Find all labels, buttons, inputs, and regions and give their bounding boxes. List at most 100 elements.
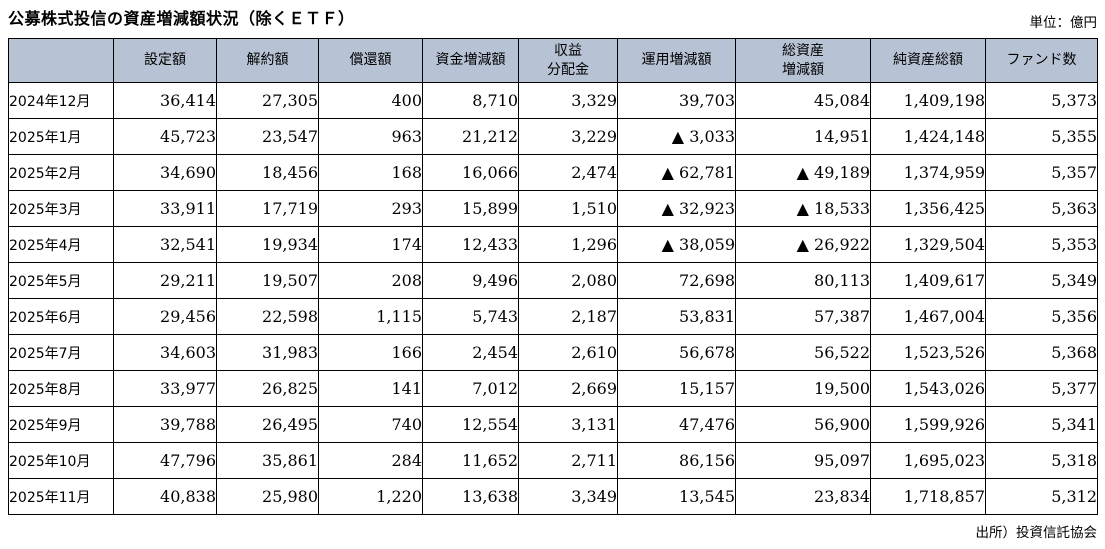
value-cell: 47,796 <box>113 442 217 479</box>
value-cell: 1,220 <box>318 478 423 515</box>
column-header: ファンド数 <box>985 38 1098 83</box>
row-label: 2024年12月 <box>8 82 114 119</box>
value-cell: 2,187 <box>518 298 618 335</box>
value-cell: ▲ 32,923 <box>617 190 736 227</box>
value-cell: 36,414 <box>113 82 217 119</box>
value-cell: 1,409,198 <box>870 82 986 119</box>
value-cell: 19,934 <box>216 226 319 263</box>
value-cell: 1,409,617 <box>870 262 986 299</box>
value-cell: 3,229 <box>518 118 618 155</box>
row-label: 2025年6月 <box>8 298 114 335</box>
value-cell: 11,652 <box>422 442 519 479</box>
column-header: 設定額 <box>113 38 217 83</box>
column-header: 資金増減額 <box>422 38 519 83</box>
value-cell: 963 <box>318 118 423 155</box>
value-cell: 33,977 <box>113 370 217 407</box>
column-header: 償還額 <box>318 38 423 83</box>
table-row: 2025年7月 34,603 31,983 166 2,454 2,610 56,678 56… <box>8 334 1098 371</box>
table-row: 2024年12月 36,414 27,305 400 8,710 3,329 39,703 4… <box>8 82 1098 119</box>
value-cell: 2,474 <box>518 154 618 191</box>
row-label: 2025年2月 <box>8 154 114 191</box>
value-cell: 740 <box>318 406 423 443</box>
value-cell: ▲ 49,189 <box>735 154 871 191</box>
row-label: 2025年11月 <box>8 478 114 515</box>
row-label: 2025年5月 <box>8 262 114 299</box>
value-cell: 1,718,857 <box>870 478 986 515</box>
value-cell: 3,131 <box>518 406 618 443</box>
value-cell: 23,547 <box>216 118 319 155</box>
row-label: 2025年8月 <box>8 370 114 407</box>
column-header: 純資産総額 <box>870 38 986 83</box>
table-row: 2025年3月 33,911 17,719 293 15,899 1,510 ▲ 32,92… <box>8 190 1098 227</box>
row-label: 2025年9月 <box>8 406 114 443</box>
value-cell: 13,545 <box>617 478 736 515</box>
value-cell: 18,456 <box>216 154 319 191</box>
value-cell: ▲ 26,922 <box>735 226 871 263</box>
column-header: 収益 分配金 <box>518 38 618 83</box>
value-cell: 22,598 <box>216 298 319 335</box>
value-cell: 5,357 <box>985 154 1098 191</box>
value-cell: 5,368 <box>985 334 1098 371</box>
value-cell: 5,349 <box>985 262 1098 299</box>
value-cell: 1,523,526 <box>870 334 986 371</box>
value-cell: 31,983 <box>216 334 319 371</box>
value-cell: 34,690 <box>113 154 217 191</box>
value-cell: 168 <box>318 154 423 191</box>
value-cell: 208 <box>318 262 423 299</box>
value-cell: 5,353 <box>985 226 1098 263</box>
value-cell: 57,387 <box>735 298 871 335</box>
value-cell: 15,157 <box>617 370 736 407</box>
value-cell: 8,710 <box>422 82 519 119</box>
value-cell: 17,719 <box>216 190 319 227</box>
row-label: 2025年10月 <box>8 442 114 479</box>
page-title: 公募株式投信の資産増減額状況（除くＥＴＦ） <box>8 9 355 28</box>
table-row: 2025年5月 29,211 19,507 208 9,496 2,080 72,698 80… <box>8 262 1098 299</box>
value-cell: 35,861 <box>216 442 319 479</box>
table-header: 設定額 解約額 償還額 資金増減額 収益 分配金 運用増減額 総資産 増減額 純資産総額 ファン… <box>8 38 1098 83</box>
value-cell: 33,911 <box>113 190 217 227</box>
value-cell: 29,211 <box>113 262 217 299</box>
table-row: 2025年2月 34,690 18,456 168 16,066 2,474 ▲ 62,78… <box>8 154 1098 191</box>
value-cell: 1,329,504 <box>870 226 986 263</box>
value-cell: ▲ 62,781 <box>617 154 736 191</box>
value-cell: 45,723 <box>113 118 217 155</box>
value-cell: 16,066 <box>422 154 519 191</box>
value-cell: 2,669 <box>518 370 618 407</box>
value-cell: 3,329 <box>518 82 618 119</box>
value-cell: 47,476 <box>617 406 736 443</box>
value-cell: 86,156 <box>617 442 736 479</box>
table-row: 2025年8月 33,977 26,825 141 7,012 2,669 15,157 19… <box>8 370 1098 407</box>
value-cell: ▲ 3,033 <box>617 118 736 155</box>
value-cell: 15,899 <box>422 190 519 227</box>
value-cell: 1,695,023 <box>870 442 986 479</box>
value-cell: 2,454 <box>422 334 519 371</box>
value-cell: 1,510 <box>518 190 618 227</box>
value-cell: 19,500 <box>735 370 871 407</box>
value-cell: 72,698 <box>617 262 736 299</box>
table-row: 2025年11月 40,838 25,980 1,220 13,638 3,349 13,5… <box>8 478 1098 515</box>
unit-label: 単位：億円 <box>1029 15 1098 31</box>
table-row: 2025年10月 47,796 35,861 284 11,652 2,711 86,156… <box>8 442 1098 479</box>
value-cell: 56,900 <box>735 406 871 443</box>
value-cell: 12,554 <box>422 406 519 443</box>
value-cell: 5,356 <box>985 298 1098 335</box>
value-cell: 95,097 <box>735 442 871 479</box>
value-cell: 3,349 <box>518 478 618 515</box>
value-cell: 5,377 <box>985 370 1098 407</box>
row-label: 2025年3月 <box>8 190 114 227</box>
value-cell: 29,456 <box>113 298 217 335</box>
table-row: 2025年9月 39,788 26,495 740 12,554 3,131 47,476 5… <box>8 406 1098 443</box>
value-cell: 1,296 <box>518 226 618 263</box>
value-cell: 1,599,926 <box>870 406 986 443</box>
value-cell: 5,355 <box>985 118 1098 155</box>
value-cell: 7,012 <box>422 370 519 407</box>
value-cell: 5,341 <box>985 406 1098 443</box>
value-cell: 141 <box>318 370 423 407</box>
value-cell: 26,495 <box>216 406 319 443</box>
value-cell: 2,711 <box>518 442 618 479</box>
column-header: 解約額 <box>216 38 319 83</box>
table-body: 2024年12月 36,414 27,305 400 8,710 3,329 39,703 4… <box>8 82 1098 515</box>
value-cell: 284 <box>318 442 423 479</box>
value-cell: 166 <box>318 334 423 371</box>
